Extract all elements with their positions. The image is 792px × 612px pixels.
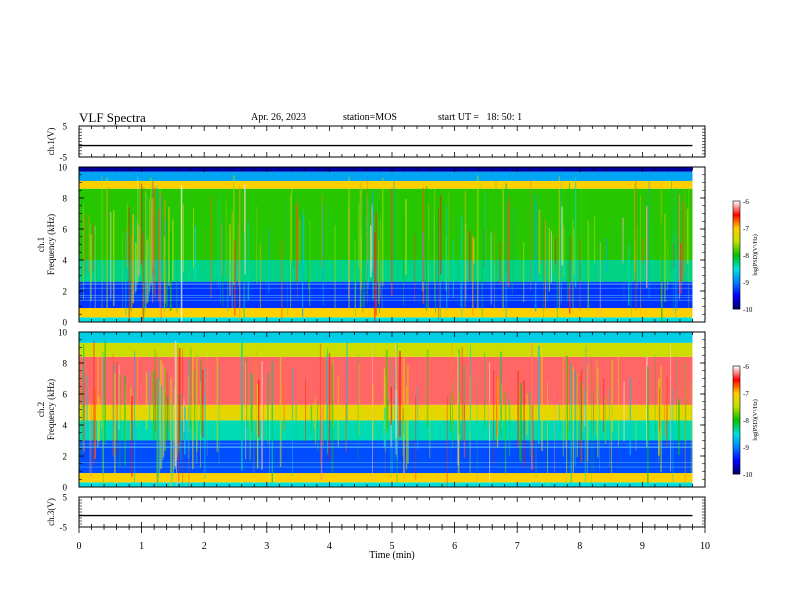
colorbar bbox=[732, 365, 741, 475]
y-tick-label: 10 bbox=[58, 163, 68, 173]
header-date: Apr. 26, 2023 bbox=[251, 112, 306, 123]
colorbar-tick-label: -9 bbox=[743, 444, 749, 452]
figure-title: VLF Spectra bbox=[79, 110, 146, 125]
y-tick-label: 8 bbox=[63, 359, 68, 369]
spectrum-band bbox=[79, 180, 693, 189]
colorbar-tick-label: -10 bbox=[743, 306, 753, 314]
spectrum-band bbox=[79, 308, 693, 318]
x-tick-label: 1 bbox=[139, 541, 144, 552]
x-tick-label: 9 bbox=[640, 541, 645, 552]
x-tick-label: 8 bbox=[577, 541, 582, 552]
y-tick-label: 6 bbox=[63, 225, 68, 235]
spectrum-band bbox=[79, 473, 693, 483]
colorbar-tick-label: -8 bbox=[743, 252, 749, 260]
y-axis-label: ch.2Frequency (kHz) bbox=[36, 379, 56, 440]
spectrogram-texture bbox=[78, 340, 693, 487]
y-tick-label: 5 bbox=[63, 493, 68, 503]
x-tick-label: 10 bbox=[700, 541, 710, 552]
x-tick-label: 7 bbox=[515, 541, 520, 552]
spectrum-band bbox=[79, 171, 693, 181]
y-tick-label: -5 bbox=[60, 523, 68, 533]
colorbar-label: log(PSD)(V²/Hz) bbox=[752, 234, 759, 275]
x-tick-label: 6 bbox=[452, 541, 457, 552]
x-axis-label: Time (min) bbox=[369, 550, 414, 561]
y-tick-label: 4 bbox=[63, 421, 68, 431]
colorbar-tick-label: -10 bbox=[743, 471, 753, 479]
spectrum-band bbox=[79, 167, 693, 172]
y-tick-label: 0 bbox=[63, 483, 68, 493]
y-axis-label: ch.1(V) bbox=[46, 128, 56, 156]
spectrum-band bbox=[79, 342, 693, 357]
y-tick-label: -5 bbox=[60, 153, 68, 163]
spectrum-band bbox=[79, 317, 693, 322]
spectrum-band bbox=[79, 482, 693, 487]
colorbar-tick-label: -7 bbox=[743, 390, 749, 398]
y-tick-label: 5 bbox=[63, 122, 68, 132]
spectrogram-texture bbox=[78, 175, 690, 322]
y-tick-label: 10 bbox=[58, 328, 68, 338]
y-tick-label: 2 bbox=[63, 452, 68, 462]
x-tick-label: 0 bbox=[77, 541, 82, 552]
header-station: station=MOS bbox=[343, 112, 397, 123]
y-tick-label: 2 bbox=[63, 287, 68, 297]
colorbar-tick-label: -6 bbox=[743, 198, 749, 206]
colorbar-tick-label: -8 bbox=[743, 417, 749, 425]
colorbar-tick-label: -7 bbox=[743, 225, 749, 233]
x-tick-label: 4 bbox=[327, 541, 332, 552]
y-axis-label: ch.3(V) bbox=[46, 498, 56, 526]
colorbar-tick-label: -9 bbox=[743, 279, 749, 287]
y-axis-label: ch.1Frequency (kHz) bbox=[36, 214, 56, 275]
y-tick-label: 6 bbox=[63, 390, 68, 400]
y-tick-label: 4 bbox=[63, 256, 68, 266]
spectrum-band bbox=[79, 332, 693, 343]
colorbar bbox=[732, 200, 741, 310]
x-tick-label: 3 bbox=[264, 541, 269, 552]
x-tick-label: 5 bbox=[390, 541, 395, 552]
y-tick-label: 0 bbox=[63, 318, 68, 328]
header-start-time: start UT = 18: 50: 1 bbox=[438, 112, 523, 123]
colorbar-tick-label: -6 bbox=[743, 363, 749, 371]
y-tick-label: 8 bbox=[63, 194, 68, 204]
colorbar-label: log(PSD)(V²/Hz) bbox=[752, 399, 759, 440]
x-tick-label: 2 bbox=[202, 541, 207, 552]
